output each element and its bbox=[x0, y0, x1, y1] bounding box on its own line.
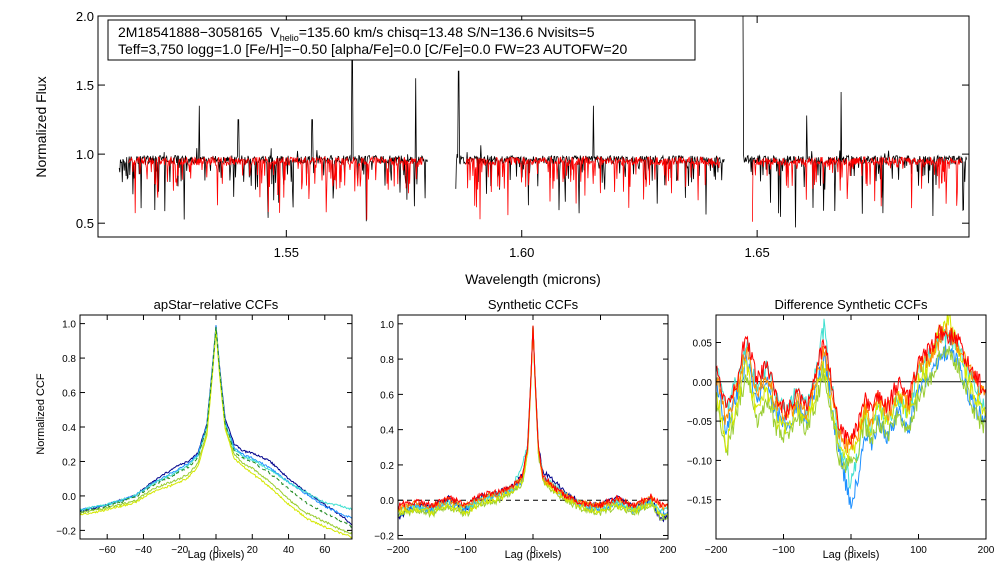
spectrum-annotation: 2M18541888−3058165 Vhelio=135.60 km/s chi… bbox=[107, 19, 696, 61]
x-tick-label: 0 bbox=[530, 545, 536, 556]
synthetic-ccf-traces bbox=[398, 325, 668, 523]
y-tick-label: 0.6 bbox=[62, 389, 76, 400]
x-tick-label: 0 bbox=[848, 545, 854, 556]
y-tick-label: 0.4 bbox=[380, 426, 394, 437]
ccf-line-visit6 bbox=[716, 324, 986, 446]
spectrum-line-observed-segment-3 bbox=[742, 16, 967, 228]
y-tick-label: 0.0 bbox=[380, 496, 394, 507]
y-tick-label: 0.00 bbox=[693, 378, 713, 389]
y-tick-label: 0.4 bbox=[62, 423, 76, 434]
spectrum-line-model-segment-1 bbox=[128, 155, 424, 220]
synthetic-ccf-y-ticks: −0.2 0.0 0.2 0.4 0.6 0.8 1.0 bbox=[374, 320, 668, 542]
y-tick-label: −0.2 bbox=[56, 526, 76, 537]
difference-ccf-y-ticks: −0.15 −0.10 −0.05 0.00 0.05 bbox=[687, 339, 986, 507]
ccf-line-combined bbox=[80, 327, 352, 528]
ccf-line-visit3 bbox=[398, 325, 668, 513]
spectrum-frame bbox=[97, 15, 970, 238]
y-tick-label: 1.0 bbox=[62, 320, 76, 331]
difference-ccf-traces bbox=[716, 315, 986, 509]
ccf-line-visit2 bbox=[398, 325, 668, 519]
annotation-line-1-rest: =135.60 km/s chisq=13.48 S/N=136.6 Nvisi… bbox=[299, 24, 595, 40]
apstar-ccf-panel: apStar−relative CCFs −60 −40 −20 0 20 40 60 −0… bbox=[35, 297, 353, 561]
spectrum-line-observed-segment-1 bbox=[118, 54, 428, 222]
y-tick-label: −0.05 bbox=[687, 417, 713, 428]
apstar-ccf-y-ticks: −0.2 0.0 0.2 0.4 0.6 0.8 1.0 bbox=[56, 320, 352, 537]
y-tick-label: 0.8 bbox=[62, 354, 76, 365]
y-tick-label: −0.15 bbox=[687, 496, 713, 507]
y-tick-label: 0.2 bbox=[380, 461, 394, 472]
x-tick-label: −200 bbox=[387, 545, 410, 556]
x-tick-label: 200 bbox=[978, 545, 995, 556]
y-tick-label: 0.0 bbox=[62, 492, 76, 503]
difference-ccf-x-ticks: −200 −100 0 100 200 bbox=[705, 315, 995, 556]
spectrum-xlabel: Wavelength (microns) bbox=[465, 271, 601, 287]
apstar-ccf-ylabel: Normalized CCF bbox=[35, 373, 47, 455]
apstar-ccf-title: apStar−relative CCFs bbox=[154, 297, 279, 312]
difference-ccf-title: Difference Synthetic CCFs bbox=[775, 297, 928, 312]
x-tick-label: −60 bbox=[99, 545, 116, 556]
ccf-line-visit1 bbox=[398, 325, 668, 523]
x-tick-label: −40 bbox=[135, 545, 152, 556]
y-tick-label: −0.10 bbox=[687, 456, 713, 467]
y-tick-label: 2.0 bbox=[76, 9, 94, 24]
x-tick-label: 0 bbox=[213, 545, 219, 556]
difference-ccf-panel: Difference Synthetic CCFs −200 −100 0 100 20… bbox=[687, 297, 995, 561]
ccf-line-visit4 bbox=[80, 328, 352, 535]
x-tick-label: 1.60 bbox=[509, 245, 534, 260]
y-tick-label: −0.2 bbox=[374, 531, 394, 542]
annotation-line-1: 2M18541888−3058165 Vhelio=135.60 km/s chi… bbox=[118, 24, 595, 43]
apstar-ccf-xlabel: Lag (pixels) bbox=[188, 549, 245, 561]
annotation-star-id: 2M18541888−3058165 bbox=[118, 24, 263, 40]
ccf-line-visit7 bbox=[398, 325, 668, 510]
x-tick-label: 1.55 bbox=[274, 245, 299, 260]
spectrum-traces bbox=[118, 16, 967, 228]
x-tick-label: 1.65 bbox=[744, 245, 769, 260]
y-tick-label: 0.8 bbox=[380, 355, 394, 366]
annotation-v-symbol: V bbox=[270, 24, 280, 40]
ccf-line-visit2 bbox=[716, 318, 986, 490]
x-tick-label: 60 bbox=[319, 545, 331, 556]
spectrum-y-ticks: 0.5 1.0 1.5 2.0 bbox=[76, 9, 969, 231]
ccf-line-visit5 bbox=[80, 330, 352, 539]
x-tick-label: −100 bbox=[772, 545, 795, 556]
ccf-line-visit4 bbox=[398, 325, 668, 521]
synthetic-ccf-title: Synthetic CCFs bbox=[488, 297, 579, 312]
y-tick-label: 1.0 bbox=[380, 320, 394, 331]
synthetic-ccf-panel: Synthetic CCFs −200 −100 0 100 200 −0.2 0.0 0.… bbox=[374, 297, 677, 561]
y-tick-label: 0.6 bbox=[380, 390, 394, 401]
y-tick-label: 1.0 bbox=[76, 147, 94, 162]
spectrum-line-model-segment-2 bbox=[465, 155, 720, 220]
x-tick-label: 40 bbox=[283, 545, 295, 556]
x-tick-label: 100 bbox=[592, 545, 609, 556]
ccf-line-visit3 bbox=[716, 345, 986, 473]
spectrum-line-observed-segment-2 bbox=[455, 70, 725, 215]
ccf-line-visit6 bbox=[398, 325, 668, 512]
annotation-box bbox=[107, 19, 696, 61]
difference-ccf-xlabel: Lag (pixels) bbox=[823, 549, 880, 561]
y-tick-label: 0.5 bbox=[76, 216, 94, 231]
x-tick-label: −20 bbox=[171, 545, 188, 556]
ccf-line-visit5 bbox=[398, 325, 668, 517]
x-tick-label: −100 bbox=[454, 545, 477, 556]
ccf-line-visit1 bbox=[716, 344, 986, 509]
spectrum-line-model-segment-3 bbox=[752, 155, 963, 222]
spectrum-panel: 1.55 1.60 1.65 0.5 1.0 1.5 2.0 Wavelength (mi… bbox=[33, 9, 970, 287]
y-tick-label: 0.2 bbox=[62, 457, 76, 468]
y-tick-label: 1.5 bbox=[76, 78, 94, 93]
y-tick-label: 0.05 bbox=[693, 339, 713, 350]
synthetic-ccf-xlabel: Lag (pixels) bbox=[505, 549, 562, 561]
x-tick-label: −200 bbox=[705, 545, 728, 556]
x-tick-label: 100 bbox=[910, 545, 927, 556]
x-tick-label: 20 bbox=[247, 545, 259, 556]
apstar-ccf-x-ticks: −60 −40 −20 0 20 40 60 bbox=[99, 315, 331, 556]
synthetic-ccf-x-ticks: −200 −100 0 100 200 bbox=[387, 315, 677, 556]
ccf-line-visit3 bbox=[80, 327, 352, 511]
annotation-v-subscript: helio bbox=[280, 33, 299, 43]
apstar-ccf-traces bbox=[80, 325, 352, 539]
annotation-line-2: Teff=3,750 logg=1.0 [Fe/H]=−0.50 [alpha/… bbox=[118, 41, 627, 57]
ccf-line-visit2 bbox=[80, 325, 352, 519]
spectrum-ylabel: Normalized Flux bbox=[33, 76, 49, 177]
x-tick-label: 200 bbox=[660, 545, 677, 556]
